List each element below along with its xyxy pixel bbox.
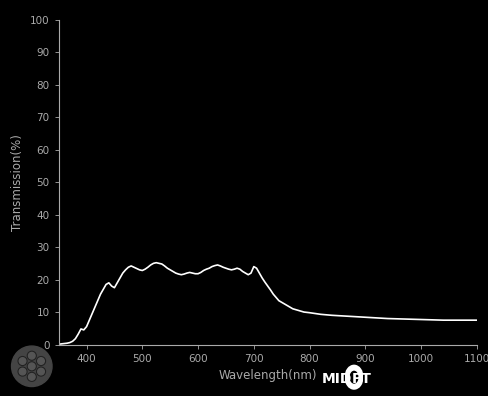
- Circle shape: [27, 362, 36, 371]
- Circle shape: [28, 352, 35, 359]
- Circle shape: [38, 358, 44, 364]
- Circle shape: [12, 346, 52, 386]
- X-axis label: Wavelength(nm): Wavelength(nm): [218, 369, 316, 382]
- Circle shape: [38, 368, 44, 375]
- Text: MID: MID: [321, 372, 351, 386]
- Circle shape: [37, 367, 45, 376]
- Circle shape: [27, 351, 36, 360]
- Text: PT: PT: [351, 372, 371, 386]
- Circle shape: [28, 363, 35, 369]
- Circle shape: [18, 357, 27, 366]
- Circle shape: [27, 373, 36, 381]
- Circle shape: [19, 358, 26, 364]
- Circle shape: [28, 373, 35, 380]
- Circle shape: [37, 357, 45, 366]
- Circle shape: [18, 367, 27, 376]
- Circle shape: [19, 368, 26, 375]
- Y-axis label: Transmission(%): Transmission(%): [11, 134, 24, 230]
